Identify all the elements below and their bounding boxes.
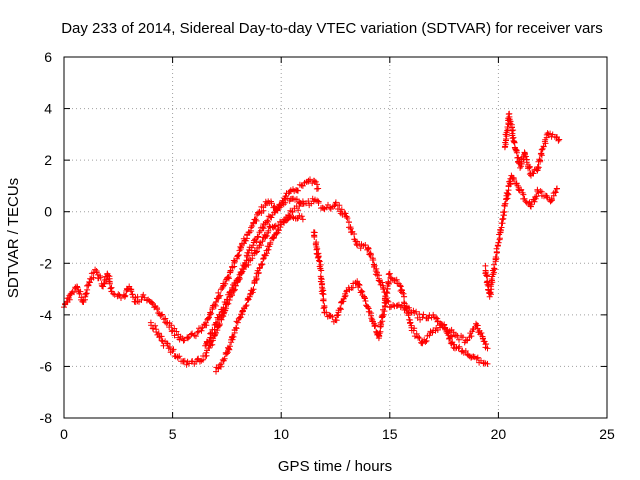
data-points [61, 110, 563, 375]
y-tick-label: 0 [44, 204, 52, 220]
y-tick-label: -6 [40, 358, 53, 374]
y-tick-label: -2 [40, 255, 53, 271]
y-tick-label: -8 [40, 410, 53, 426]
x-tick-label: 25 [599, 426, 615, 442]
y-tick-label: -4 [40, 307, 53, 323]
axis-ticks [63, 56, 608, 419]
y-tick-label: 6 [44, 49, 52, 65]
plot-frame [63, 56, 608, 419]
data-series-points [61, 176, 322, 344]
x-tick-label: 20 [491, 426, 507, 442]
x-axis-label: GPS time / hours [278, 458, 392, 475]
x-tick-label: 5 [169, 426, 177, 442]
y-tick-label: 4 [44, 101, 52, 117]
y-tick-labels: -8 -6 -4 -2 0 2 4 6 [40, 49, 53, 426]
y-axis-label: SDTVAR / TECUs [5, 178, 22, 298]
x-tick-label: 15 [382, 426, 398, 442]
x-tick-label: 10 [273, 426, 289, 442]
x-tick-labels: 0 5 10 15 20 25 [60, 426, 615, 442]
y-tick-label: 2 [44, 152, 52, 168]
x-tick-label: 0 [60, 426, 68, 442]
data-series-points [213, 195, 491, 375]
grid-lines [64, 57, 607, 418]
data-series-points [482, 172, 560, 300]
chart-title: Day 233 of 2014, Sidereal Day-to-day VTE… [61, 20, 603, 37]
data-series-points [501, 110, 563, 179]
data-series-points [310, 229, 491, 367]
